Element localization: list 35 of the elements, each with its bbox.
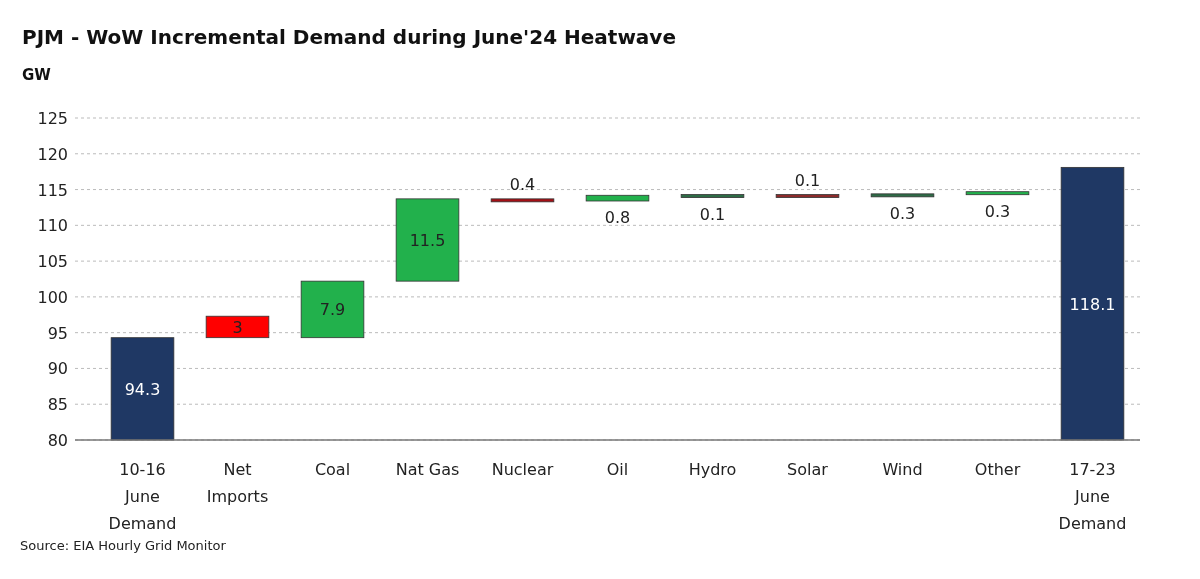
y-tick-label: 90: [47, 359, 68, 379]
y-tick-label: 80: [47, 431, 68, 450]
y-tick-label: 100: [37, 287, 68, 307]
y-tick-label: 115: [37, 180, 68, 200]
data-label: 11.5: [409, 231, 446, 250]
data-label: 0.8: [604, 208, 631, 227]
y-axis-title: GW: [22, 66, 52, 84]
x-tick-label: Coal: [314, 460, 351, 479]
y-tick-label: 125: [37, 109, 68, 128]
x-tick-label: 10-16 June Demand: [108, 460, 177, 533]
y-tick-label: 95: [47, 323, 68, 343]
x-tick-label: Wind: [882, 460, 923, 479]
data-label: 94.3: [124, 379, 161, 399]
data-label: 0.4: [509, 174, 536, 194]
x-tick-label: Oil: [606, 460, 629, 479]
data-label: 0.3: [889, 203, 916, 223]
data-label: 7.9: [319, 300, 346, 320]
data-label: 3: [232, 317, 243, 337]
x-tick-label: Nuclear: [491, 460, 554, 479]
x-tick-label: Other: [974, 460, 1021, 479]
chart-title: PJM - WoW Incremental Demand during June'24 Heatwave: [22, 25, 676, 49]
x-tick-label: Solar: [787, 460, 829, 479]
source-note: Source: EIA Hourly Grid Monitor: [20, 538, 227, 553]
x-tick-label: 17-23 June Demand: [1058, 460, 1127, 533]
y-tick-label: 110: [37, 216, 68, 236]
x-tick-label: Hydro: [688, 460, 737, 479]
y-tick-label: 85: [47, 395, 68, 415]
y-tick-label: 105: [37, 252, 68, 272]
data-label: 0.1: [794, 170, 821, 190]
x-tick-label: Nat Gas: [395, 460, 460, 479]
x-tick-label: Net Imports: [206, 460, 269, 506]
data-label: 118.1: [1069, 294, 1116, 314]
data-label: 0.1: [699, 204, 726, 224]
y-tick-label: 120: [37, 144, 68, 164]
data-label: 0.3: [984, 201, 1011, 221]
